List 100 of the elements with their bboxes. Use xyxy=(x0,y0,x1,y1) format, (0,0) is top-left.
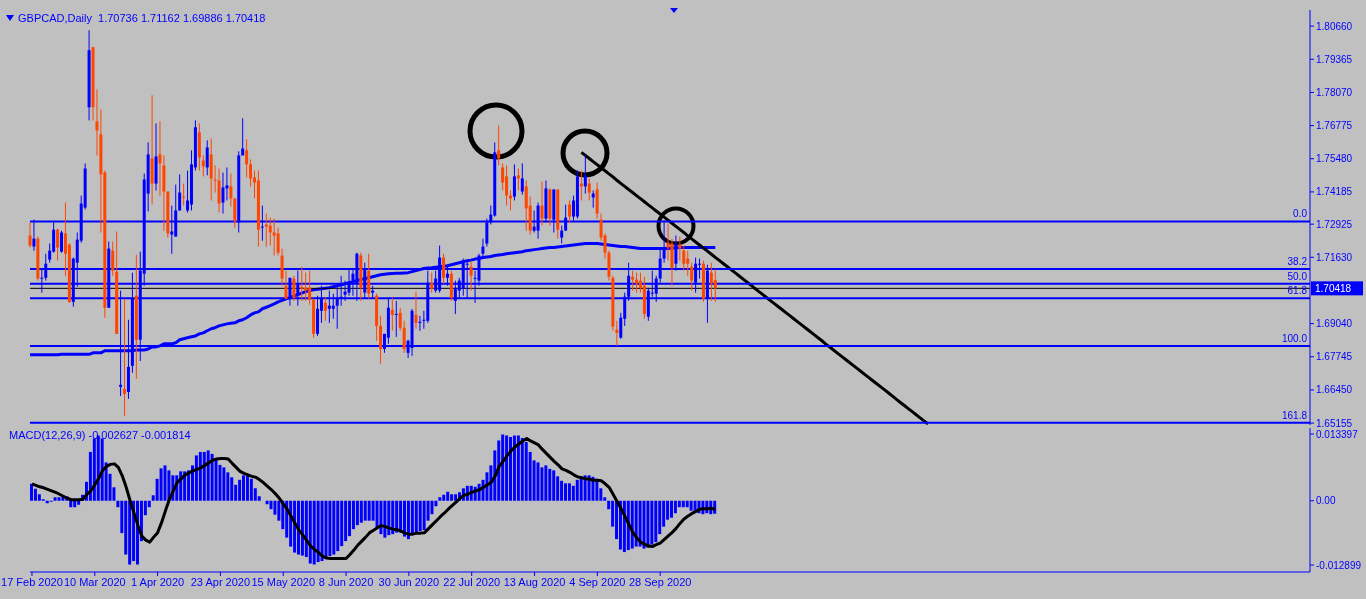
y-tick-label: 1.76775 xyxy=(1316,120,1353,132)
bar xyxy=(563,483,567,501)
candlestick xyxy=(264,213,268,247)
y-tick-label: 1.66450 xyxy=(1316,384,1353,396)
bar xyxy=(438,497,442,501)
y-tick-label: 1.72925 xyxy=(1316,218,1353,230)
bar xyxy=(642,500,646,549)
candlestick xyxy=(225,167,229,201)
bar xyxy=(670,500,673,518)
bar xyxy=(92,438,96,501)
bar xyxy=(308,500,312,564)
bar xyxy=(422,500,426,531)
y-tick-label: 0.013397 xyxy=(1316,428,1359,440)
bar xyxy=(418,500,422,532)
y-tick-label: 0.00 xyxy=(1316,495,1336,507)
bar xyxy=(218,464,222,501)
bar xyxy=(128,500,132,565)
bar xyxy=(567,483,571,501)
candlestick xyxy=(418,315,422,331)
bar xyxy=(403,500,407,537)
bar xyxy=(524,441,528,501)
bar xyxy=(395,500,399,533)
chart-title: MACD(12,26,9) -0.002627 -0.001814 xyxy=(9,429,191,441)
bar xyxy=(242,475,246,501)
bar xyxy=(654,500,658,543)
y-tick-label: 1.74185 xyxy=(1316,186,1353,198)
bar xyxy=(685,500,689,508)
bar xyxy=(544,465,548,501)
bar xyxy=(57,497,61,501)
bar xyxy=(249,478,253,501)
bar xyxy=(30,483,33,501)
bar xyxy=(336,500,340,552)
bar xyxy=(100,438,104,501)
bar xyxy=(312,500,316,565)
annotation: 100.0 xyxy=(1281,332,1307,345)
bar xyxy=(332,500,336,555)
bar xyxy=(222,467,226,501)
candlestick xyxy=(300,266,304,301)
bar xyxy=(198,451,202,501)
y-tick-label: 1.75480 xyxy=(1316,153,1353,165)
bar xyxy=(406,500,410,540)
bar xyxy=(414,500,418,533)
x-tick-label: 10 Mar 2020 xyxy=(63,575,126,588)
bar xyxy=(650,500,654,545)
bar xyxy=(355,500,359,526)
y-tick-label: 1.69040 xyxy=(1316,318,1353,330)
x-tick-label: 8 Jun 2020 xyxy=(318,575,374,588)
y-tick-label: 1.65155 xyxy=(1316,417,1353,429)
bar xyxy=(324,500,328,558)
bar xyxy=(501,434,505,501)
bar xyxy=(53,497,57,501)
bar xyxy=(689,500,693,511)
bar xyxy=(348,500,352,537)
bar xyxy=(214,458,218,501)
bar xyxy=(512,435,516,501)
bar xyxy=(548,468,552,501)
bar xyxy=(509,436,513,501)
annotation: 161.8 xyxy=(1281,409,1307,422)
bar xyxy=(367,500,371,521)
x-tick-label: 30 Jun 2020 xyxy=(378,575,440,588)
bar xyxy=(383,500,387,538)
y-tick-label: 1.79365 xyxy=(1316,53,1353,65)
bar xyxy=(673,500,677,514)
bar xyxy=(505,435,509,501)
x-tick-label: 15 May 2020 xyxy=(251,575,316,588)
x-tick-label: 17 Feb 2020 xyxy=(1,575,63,588)
annotation: 38.2 xyxy=(1287,256,1307,269)
bar xyxy=(359,500,363,523)
bar xyxy=(77,500,81,505)
bar xyxy=(560,480,564,501)
bar xyxy=(442,494,446,501)
bar xyxy=(638,500,642,547)
y-tick-label: 1.71630 xyxy=(1316,251,1353,263)
x-tick-label: 28 Sep 2020 xyxy=(628,575,692,588)
x-tick-label: 22 Jul 2020 xyxy=(443,575,501,588)
bar xyxy=(575,479,579,501)
bar xyxy=(159,468,163,501)
x-tick-label: 13 Aug 2020 xyxy=(503,575,566,588)
annotation: 50.0 xyxy=(1287,270,1307,283)
bar xyxy=(516,435,520,501)
bar xyxy=(206,450,210,501)
bar xyxy=(344,500,348,542)
bar xyxy=(387,500,391,536)
bar xyxy=(536,462,540,501)
bar xyxy=(300,500,304,556)
bar xyxy=(163,465,167,501)
bar xyxy=(410,500,414,535)
bar xyxy=(238,479,242,501)
bar xyxy=(340,500,344,547)
bar xyxy=(245,475,249,501)
ref-line-label: 1.70418 xyxy=(1315,283,1352,295)
bar xyxy=(454,494,458,501)
bar xyxy=(320,500,324,562)
bar xyxy=(579,477,583,501)
bar xyxy=(265,500,269,505)
bar xyxy=(33,488,37,501)
bar xyxy=(693,500,697,511)
bar xyxy=(202,451,206,501)
annotation: 0.0 xyxy=(1293,208,1307,221)
x-tick-label: 1 Apr 2020 xyxy=(131,575,185,588)
